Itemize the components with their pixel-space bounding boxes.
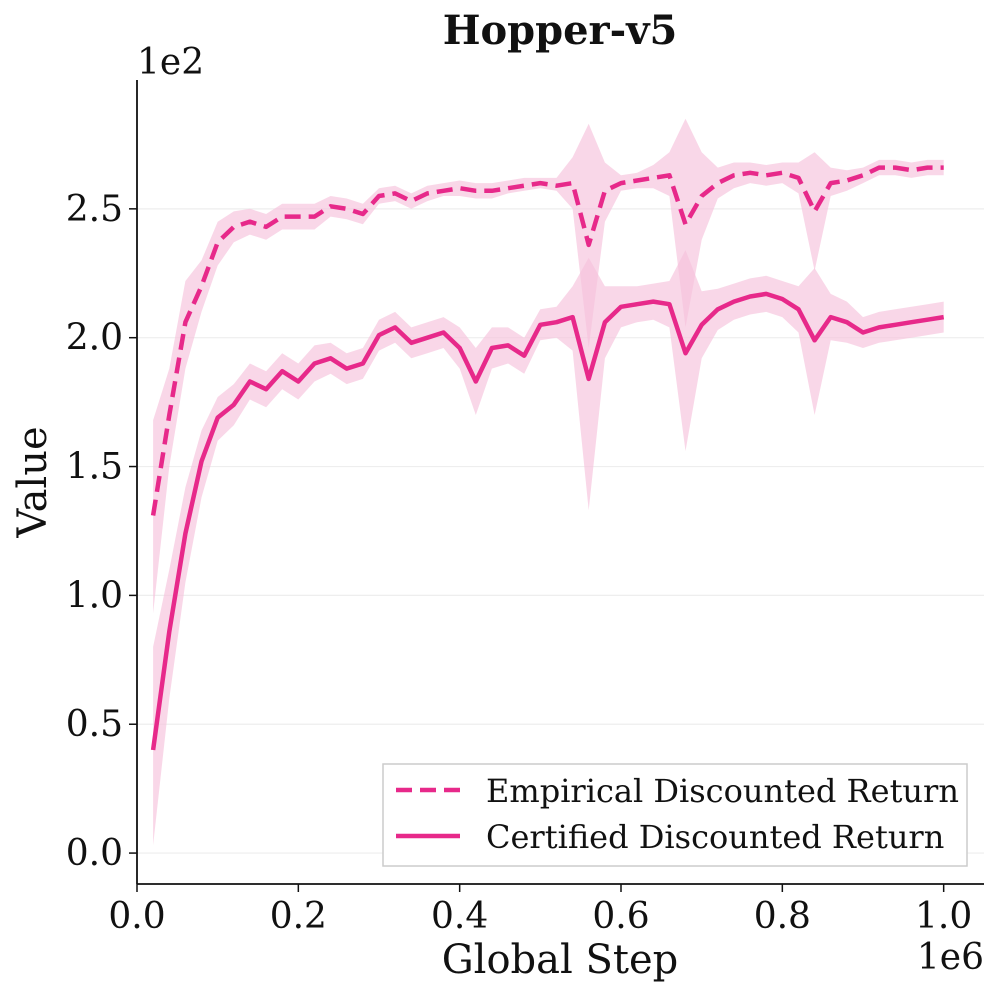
y-tick-label: 2.0: [66, 318, 123, 359]
line-series-0: [150, 165, 944, 516]
x-tick-label: 0.4: [431, 896, 488, 937]
legend-label-empirical: Empirical Discounted Return: [486, 772, 959, 810]
legend-label-certified: Certified Discounted Return: [486, 818, 944, 856]
legend-box: [382, 763, 968, 867]
y-scale-label: 1e2: [137, 42, 204, 83]
band-series-0: [153, 118, 944, 614]
confidence-bands: [153, 118, 944, 846]
y-tick-label: 1.0: [66, 575, 123, 616]
chart-title: Hopper-v5: [443, 7, 678, 54]
x-scale-label: 1e6: [917, 937, 984, 978]
grid: [137, 208, 984, 854]
x-tick-label: 0.0: [108, 896, 165, 937]
series-lines: [150, 165, 945, 751]
y-tick-label: 0.0: [66, 833, 123, 874]
legend: Empirical Discounted Return Certified Di…: [382, 763, 968, 867]
x-tick-label: 0.2: [270, 896, 327, 937]
line-series-1: [150, 291, 945, 751]
ticks: 0.0 0.5 1.0 1.5 2.0 2.5 0.0 0.2 0.4 0.6 0.8 1.0: [66, 189, 973, 937]
x-tick-label: 1.0: [915, 896, 972, 937]
x-tick-label: 0.6: [592, 896, 649, 937]
y-tick-label: 1.5: [66, 447, 123, 488]
x-axis-label: Global Step: [442, 937, 679, 983]
axes: [136, 80, 984, 885]
y-tick-label: 2.5: [66, 189, 123, 230]
x-tick-label: 0.8: [754, 896, 811, 937]
y-axis-label: Value: [10, 426, 56, 538]
y-tick-label: 0.5: [66, 704, 123, 745]
